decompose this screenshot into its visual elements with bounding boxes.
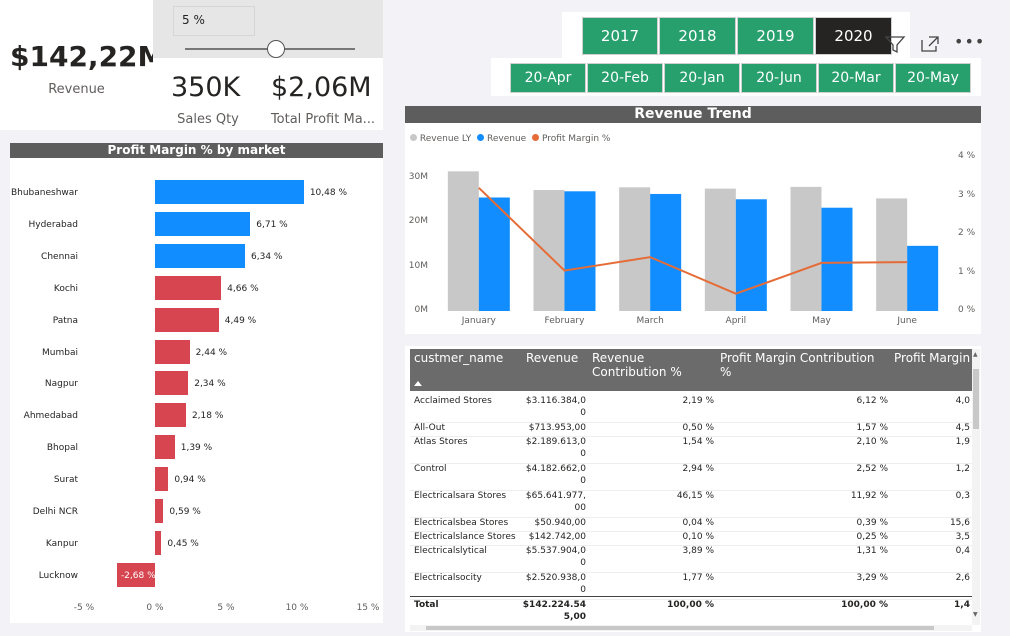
month-20-apr-button[interactable]: 20-Apr (510, 63, 586, 93)
slider-value-box[interactable]: 5 % (173, 6, 255, 36)
revenue-card: $142,22M Revenue (0, 0, 165, 130)
vertical-scroll-thumb[interactable] (973, 369, 979, 429)
month-20-may-button[interactable]: 20-May (895, 63, 971, 93)
slider-card: 5 % (153, 0, 383, 58)
sort-ascending-icon (414, 381, 422, 386)
legend-revenue-dot (477, 134, 485, 141)
year-2020-button[interactable]: 2020 (815, 17, 892, 55)
filter-icon[interactable] (884, 34, 906, 54)
col-header-customer[interactable]: custmer_name (410, 349, 522, 391)
legend-margin-dot (532, 134, 540, 141)
visual-header-icons: ••• (884, 32, 984, 56)
trend-chart-title: Revenue Trend (405, 106, 981, 123)
scroll-down-icon[interactable]: ▼ (973, 611, 978, 618)
month-20-jan-button[interactable]: 20-Jan (664, 63, 740, 93)
sales-qty-label: Sales Qty (177, 112, 239, 127)
more-options-icon[interactable]: ••• (954, 32, 986, 51)
legend-revenue-ly: Revenue LY (419, 134, 472, 144)
horizontal-scrollbar[interactable] (410, 625, 972, 631)
horizontal-scroll-thumb[interactable] (426, 626, 934, 630)
vertical-scrollbar[interactable]: ▲ ▼ (972, 349, 980, 625)
month-20-mar-button[interactable]: 20-Mar (818, 63, 894, 93)
col-header-revenue-contribution[interactable]: Revenue Contribution % (588, 349, 716, 391)
trend-legend: Revenue LY Revenue Profit Margin % (410, 134, 610, 144)
customer-table-card (405, 346, 981, 632)
year-slicer: 2017 2018 2019 2020 (562, 12, 910, 58)
profit-value: $2,06M (271, 72, 372, 103)
focus-mode-icon[interactable] (920, 35, 940, 53)
profit-label: Total Profit Ma... (270, 112, 376, 127)
revenue-value: $142,22M (10, 40, 166, 73)
kpi-row: 350K Sales Qty $2,06M Total Profit Ma... (153, 58, 383, 130)
profit-chart-title: Profit Margin % by market (10, 143, 383, 158)
month-20-jun-button[interactable]: 20-Jun (741, 63, 817, 93)
year-2019-button[interactable]: 2019 (737, 17, 814, 55)
scroll-up-icon[interactable]: ▲ (973, 351, 978, 358)
profit-chart-card (10, 143, 383, 623)
month-slicer: 20-Apr 20-Feb 20-Jan 20-Jun 20-Mar 20-Ma… (491, 58, 981, 96)
col-header-margin-contribution[interactable]: Profit Margin Contribution % (716, 349, 890, 391)
slider-value-text: 5 % (182, 13, 205, 27)
legend-revenue: Revenue (487, 134, 527, 144)
month-20-feb-button[interactable]: 20-Feb (587, 63, 663, 93)
legend-margin: Profit Margin % (541, 134, 611, 144)
sales-qty-value: 350K (171, 72, 241, 103)
col-header-profit-margin[interactable]: Profit Margin (890, 349, 972, 391)
year-2018-button[interactable]: 2018 (659, 17, 736, 55)
slider-handle[interactable] (267, 40, 285, 58)
year-2017-button[interactable]: 2017 (582, 17, 658, 55)
col-header-revenue[interactable]: Revenue (522, 349, 588, 391)
legend-revenue-ly-dot (410, 134, 417, 141)
col-header-customer-label: custmer_name (414, 351, 504, 365)
revenue-label: Revenue (48, 82, 105, 97)
